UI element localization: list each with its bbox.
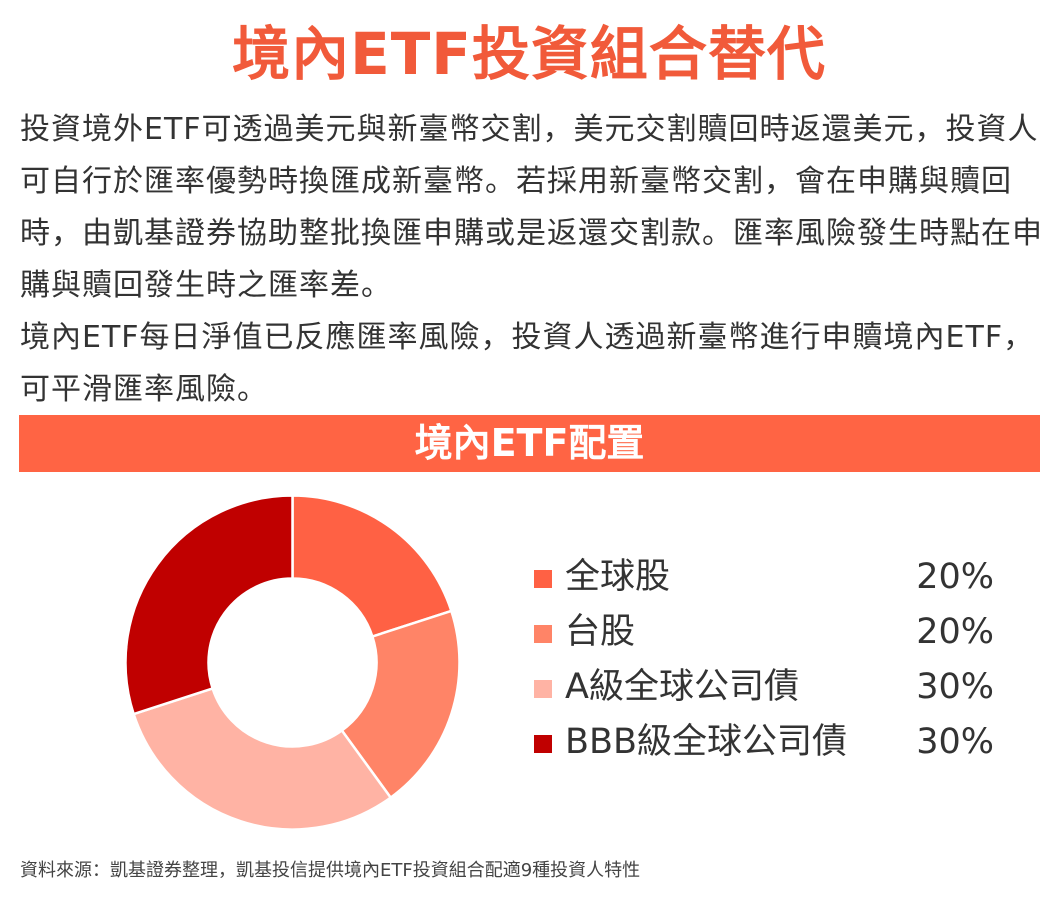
donut-slice-1 <box>291 494 453 639</box>
legend-item: A級全球公司債 30% <box>534 660 1014 715</box>
legend-value: 30% <box>916 722 994 762</box>
chart-legend: 全球股 20% 台股 20% A級全球公司債 30% BBB級全球公司債 30% <box>534 550 1014 770</box>
legend-swatch <box>534 680 552 698</box>
legend-swatch <box>534 625 552 643</box>
legend-label: 台股 <box>565 612 636 652</box>
page-title: 境內ETF投資組合替代 <box>232 20 826 88</box>
legend-value: 30% <box>916 667 994 707</box>
description-paragraph-1: 投資境外ETF可透過美元與新臺幣交割，美元交割贖回時返還美元，投資人可自行於匯率… <box>20 112 1043 303</box>
legend-label: 全球股 <box>565 557 671 597</box>
legend-item: 全球股 20% <box>534 550 1014 605</box>
legend-label: BBB級全球公司債 <box>565 722 848 762</box>
donut-slice-2 <box>340 609 461 800</box>
legend-item: BBB級全球公司債 30% <box>534 715 1014 770</box>
source-note: 資料來源：凱基證券整理，凱基投信提供境內ETF投資組合配適9種投資人特性 <box>20 860 641 881</box>
donut-chart <box>124 494 461 831</box>
legend-value: 20% <box>916 612 994 652</box>
legend-swatch <box>534 570 552 588</box>
legend-value: 20% <box>916 557 994 597</box>
legend-swatch <box>534 735 552 753</box>
section-banner: 境內ETF配置 <box>19 415 1040 472</box>
description-paragraph-2: 境內ETF每日淨值已反應匯率風險，投資人透過新臺幣進行申贖境內ETF，可平滑匯率… <box>20 320 1035 407</box>
donut-slice-3 <box>132 686 393 831</box>
legend-item: 台股 20% <box>534 605 1014 660</box>
donut-slice-4 <box>124 494 294 716</box>
legend-label: A級全球公司債 <box>565 667 799 707</box>
description-text: 投資境外ETF可透過美元與新臺幣交割，美元交割贖回時返還美元，投資人可自行於匯率… <box>20 104 1045 416</box>
